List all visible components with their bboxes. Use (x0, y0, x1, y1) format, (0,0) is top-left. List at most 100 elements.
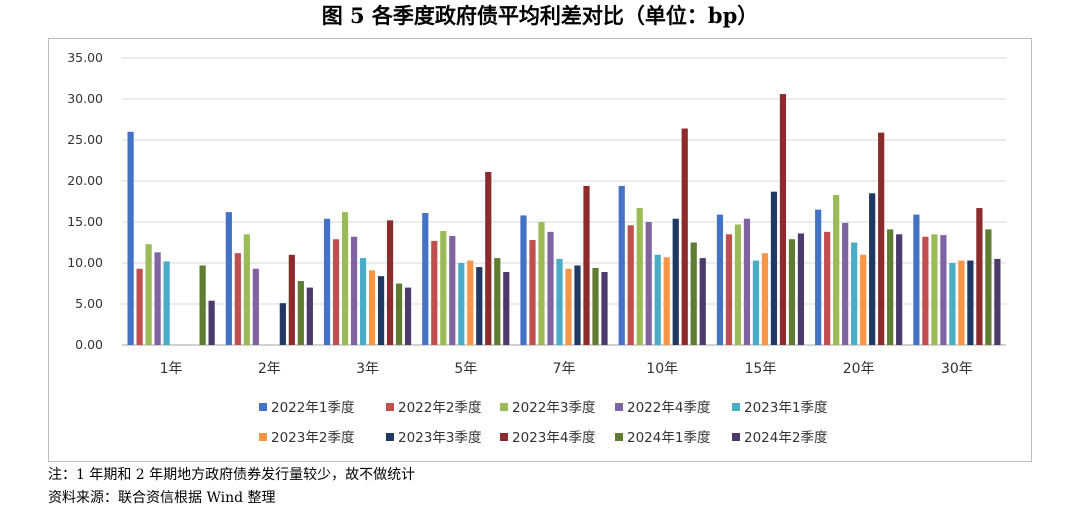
legend-swatch (259, 433, 267, 441)
bar (458, 263, 465, 345)
bar (725, 234, 733, 345)
bar (663, 257, 670, 345)
legend-label: 2024年2季度 (744, 430, 827, 446)
legend-label: 2023年3季度 (398, 430, 481, 446)
legend-label: 2022年4季度 (627, 400, 710, 416)
bar (690, 242, 697, 345)
legend-label: 2024年1季度 (627, 430, 710, 446)
bar (699, 258, 706, 345)
bar (306, 287, 313, 345)
bar (395, 283, 403, 345)
legend-swatch (615, 433, 623, 441)
bar (967, 260, 974, 345)
bar (627, 225, 634, 345)
bar (163, 261, 170, 345)
bar (815, 209, 822, 345)
bar (485, 171, 492, 345)
x-category-label: 30年 (941, 361, 973, 377)
bar (431, 240, 438, 345)
chart-frame: 0.00 5.00 10.00 15.00 20.00 25.00 30.00 35.00 1… (48, 38, 1032, 462)
bar (672, 218, 679, 345)
gridlines (122, 57, 1006, 346)
bar (225, 212, 232, 345)
y-axis-ticks: 0.00 5.00 10.00 15.00 20.00 25.00 30.00 35.00 (67, 50, 103, 352)
bar (949, 263, 956, 345)
bar (833, 194, 840, 345)
y-tick-label: 0.00 (75, 337, 103, 352)
bar (985, 229, 992, 345)
bar (136, 268, 143, 345)
bar (449, 235, 456, 345)
bar (323, 218, 331, 345)
x-category-label: 15年 (745, 361, 777, 377)
bar (154, 252, 161, 345)
legend-swatch (500, 403, 508, 411)
bar (386, 220, 394, 345)
footnote: 注：1 年期和 2 年期地方政府债券发行量较少，故不做统计 (48, 467, 416, 483)
bar (636, 208, 643, 345)
y-tick-label: 5.00 (75, 296, 103, 311)
legend-label: 2022年2季度 (398, 400, 481, 416)
y-tick-label: 35.00 (67, 50, 103, 65)
bar (377, 276, 385, 345)
bar (716, 214, 724, 345)
bar (860, 254, 867, 345)
chart-svg: 0.00 5.00 10.00 15.00 20.00 25.00 30.00 35.00 1… (67, 50, 1006, 446)
bar (234, 253, 241, 345)
bar (556, 258, 563, 345)
y-tick-label: 20.00 (67, 173, 103, 188)
bar (359, 258, 367, 345)
bar (824, 231, 831, 345)
bar (467, 260, 474, 345)
bar (350, 236, 358, 345)
bar (788, 239, 796, 345)
bar (297, 281, 304, 345)
bar (520, 215, 527, 345)
bar (770, 191, 778, 345)
bar (734, 224, 742, 345)
x-category-label: 10年 (646, 361, 678, 377)
bar (574, 265, 581, 345)
x-category-label: 1年 (160, 361, 183, 377)
bar (940, 235, 947, 345)
legend-swatch (386, 403, 394, 411)
bar (199, 265, 206, 345)
bar (618, 185, 625, 345)
bar (681, 128, 688, 345)
legend-swatch (386, 433, 394, 441)
bar (958, 260, 965, 345)
legend-swatch (500, 433, 508, 441)
bar (797, 233, 805, 345)
bar (743, 218, 751, 345)
bar (896, 234, 903, 345)
bar (422, 212, 429, 345)
bar (976, 208, 983, 345)
bar (922, 236, 929, 345)
legend-label: 2023年1季度 (744, 400, 827, 416)
y-tick-label: 10.00 (67, 255, 103, 270)
x-category-label: 3年 (356, 361, 379, 377)
bar (368, 270, 376, 345)
legend-label: 2022年1季度 (271, 400, 354, 416)
bar (145, 244, 152, 345)
bar (503, 272, 510, 345)
bar (654, 254, 661, 345)
bar (887, 229, 894, 345)
bar (931, 234, 938, 345)
x-category-label: 2年 (258, 361, 281, 377)
bar (547, 231, 554, 345)
legend-label: 2023年2季度 (271, 430, 354, 446)
source-note: 资料来源：联合资信根据 Wind 整理 (48, 490, 276, 506)
bar (332, 239, 340, 345)
bar (583, 185, 590, 345)
chart-title: 图 5 各季度政府债平均利差对比（单位：bp） (321, 3, 759, 28)
legend-label: 2023年4季度 (512, 430, 595, 446)
bar (994, 258, 1001, 345)
bar (494, 258, 501, 345)
bar (529, 240, 536, 345)
bar (288, 254, 295, 345)
bar (208, 300, 215, 345)
bar (913, 214, 920, 345)
y-tick-label: 15.00 (67, 214, 103, 229)
x-category-label: 20年 (843, 361, 875, 377)
